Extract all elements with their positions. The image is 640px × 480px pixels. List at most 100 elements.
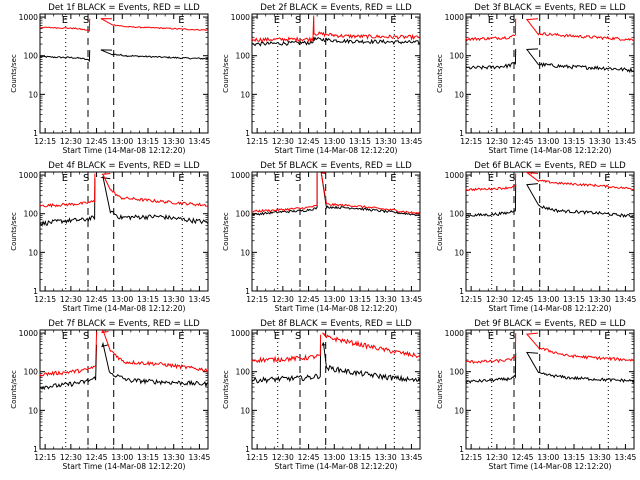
x-tick-label: 13:30 — [375, 453, 397, 462]
x-tick-label: 13:00 — [111, 137, 133, 146]
y-tick-label: 100 — [450, 368, 465, 377]
x-tick-label: 12:15 — [246, 137, 268, 146]
chart-panel: Det 2f BLACK = Events, RED = LLD 1 10 100 10… — [222, 3, 423, 155]
x-tick-label: 13:45 — [400, 453, 422, 462]
x-tick-label: 13:00 — [537, 137, 559, 146]
x-axis-label: Start Time (14-Mar-08 12:12:20) — [488, 462, 611, 471]
x-tick-label: 13:30 — [589, 295, 611, 304]
x-tick-label: 12:45 — [512, 137, 534, 146]
y-tick-label: 100 — [450, 52, 465, 61]
y-tick-label: 1000 — [19, 13, 38, 22]
chart-panel: Det 6f BLACK = Events, RED = LLD 1 10 100 10… — [436, 161, 637, 313]
x-tick-label: 12:45 — [512, 295, 534, 304]
x-tick-label: 12:45 — [86, 137, 108, 146]
x-tick-label: 12:45 — [298, 137, 320, 146]
event-letter: S — [509, 331, 515, 342]
event-letter: E — [390, 173, 396, 184]
y-tick-label: 1 — [33, 287, 38, 296]
plot-frame — [39, 171, 209, 292]
x-tick-label: 13:30 — [375, 295, 397, 304]
event-letter: E — [178, 173, 184, 184]
y-axis-label: Counts/sec — [436, 370, 444, 409]
y-tick-label: 10 — [454, 248, 464, 257]
y-tick-label: 100 — [24, 368, 39, 377]
chart-title: Det 3f BLACK = Events, RED = LLD — [474, 3, 626, 13]
y-tick-label: 1 — [459, 129, 464, 138]
event-letter: S — [509, 173, 515, 184]
x-tick-label: 12:30 — [486, 295, 508, 304]
x-tick-label: 13:30 — [163, 453, 185, 462]
y-tick-label: 10 — [454, 406, 464, 415]
x-tick-label: 13:45 — [400, 137, 422, 146]
plot-frame — [465, 171, 635, 292]
x-tick-label: 13:45 — [614, 453, 636, 462]
y-tick-label: 1000 — [445, 13, 464, 22]
series-line — [251, 15, 421, 43]
chart-title: Det 8f BLACK = Events, RED = LLD — [260, 319, 412, 329]
chart-title: Det 5f BLACK = Events, RED = LLD — [260, 161, 412, 171]
x-tick-label: 12:15 — [34, 453, 56, 462]
x-tick-label: 13:30 — [375, 137, 397, 146]
y-tick-label: 100 — [236, 368, 251, 377]
series-line — [465, 18, 635, 42]
y-tick-label: 10 — [28, 90, 38, 99]
x-tick-label: 12:15 — [246, 453, 268, 462]
x-tick-label: 12:30 — [272, 137, 294, 146]
x-tick-label: 13:30 — [589, 137, 611, 146]
x-tick-label: 13:00 — [111, 295, 133, 304]
x-tick-label: 13:15 — [137, 295, 159, 304]
x-tick-label: 13:45 — [400, 295, 422, 304]
x-tick-label: 13:15 — [137, 137, 159, 146]
x-tick-label: 12:15 — [460, 453, 482, 462]
x-tick-label: 13:15 — [563, 295, 585, 304]
x-tick-label: 12:30 — [60, 295, 82, 304]
x-tick-label: 13:30 — [163, 295, 185, 304]
series-line — [465, 351, 635, 384]
chart-panel: Det 8f BLACK = Events, RED = LLD 1 10 100 10… — [222, 319, 423, 471]
x-tick-label: 12:15 — [34, 137, 56, 146]
y-tick-label: 100 — [24, 210, 39, 219]
y-tick-label: 1000 — [231, 329, 250, 338]
plot-frame — [251, 13, 421, 134]
event-letter: S — [83, 173, 89, 184]
y-tick-label: 10 — [28, 248, 38, 257]
x-tick-label: 13:30 — [163, 137, 185, 146]
x-tick-label: 13:45 — [614, 295, 636, 304]
plot-frame — [251, 171, 421, 292]
series-line — [39, 328, 209, 377]
chart-panel: Det 4f BLACK = Events, RED = LLD 1 10 100 10… — [10, 161, 211, 313]
y-tick-label: 10 — [240, 406, 250, 415]
event-letter: E — [62, 15, 68, 26]
x-tick-label: 12:30 — [486, 453, 508, 462]
event-letter: E — [62, 331, 68, 342]
event-letter: E — [488, 173, 494, 184]
x-tick-label: 12:30 — [60, 453, 82, 462]
x-tick-label: 13:15 — [563, 453, 585, 462]
y-tick-label: 10 — [240, 90, 250, 99]
series-line — [465, 332, 635, 365]
x-axis-label: Start Time (14-Mar-08 12:12:20) — [62, 146, 185, 155]
x-tick-label: 12:45 — [86, 453, 108, 462]
event-letter: E — [604, 173, 610, 184]
x-tick-label: 13:00 — [537, 295, 559, 304]
chart-panel: Det 9f BLACK = Events, RED = LLD 1 10 100 10… — [436, 319, 637, 471]
event-letter: S — [509, 15, 515, 26]
x-tick-label: 13:00 — [537, 453, 559, 462]
y-tick-label: 1000 — [231, 171, 250, 180]
series-line — [251, 332, 421, 364]
x-tick-label: 13:15 — [349, 137, 371, 146]
x-tick-label: 12:15 — [34, 295, 56, 304]
y-axis-label: Counts/sec — [222, 54, 230, 93]
y-tick-label: 1000 — [445, 329, 464, 338]
y-tick-label: 100 — [236, 210, 251, 219]
plot-frame — [39, 329, 209, 450]
y-tick-label: 1000 — [19, 329, 38, 338]
x-axis-label: Start Time (14-Mar-08 12:12:20) — [62, 462, 185, 471]
x-tick-label: 12:15 — [460, 137, 482, 146]
y-tick-label: 10 — [454, 90, 464, 99]
x-tick-label: 12:30 — [486, 137, 508, 146]
y-tick-label: 100 — [450, 210, 465, 219]
y-axis-label: Counts/sec — [10, 212, 18, 251]
event-letter: E — [178, 331, 184, 342]
series-line — [465, 171, 635, 192]
